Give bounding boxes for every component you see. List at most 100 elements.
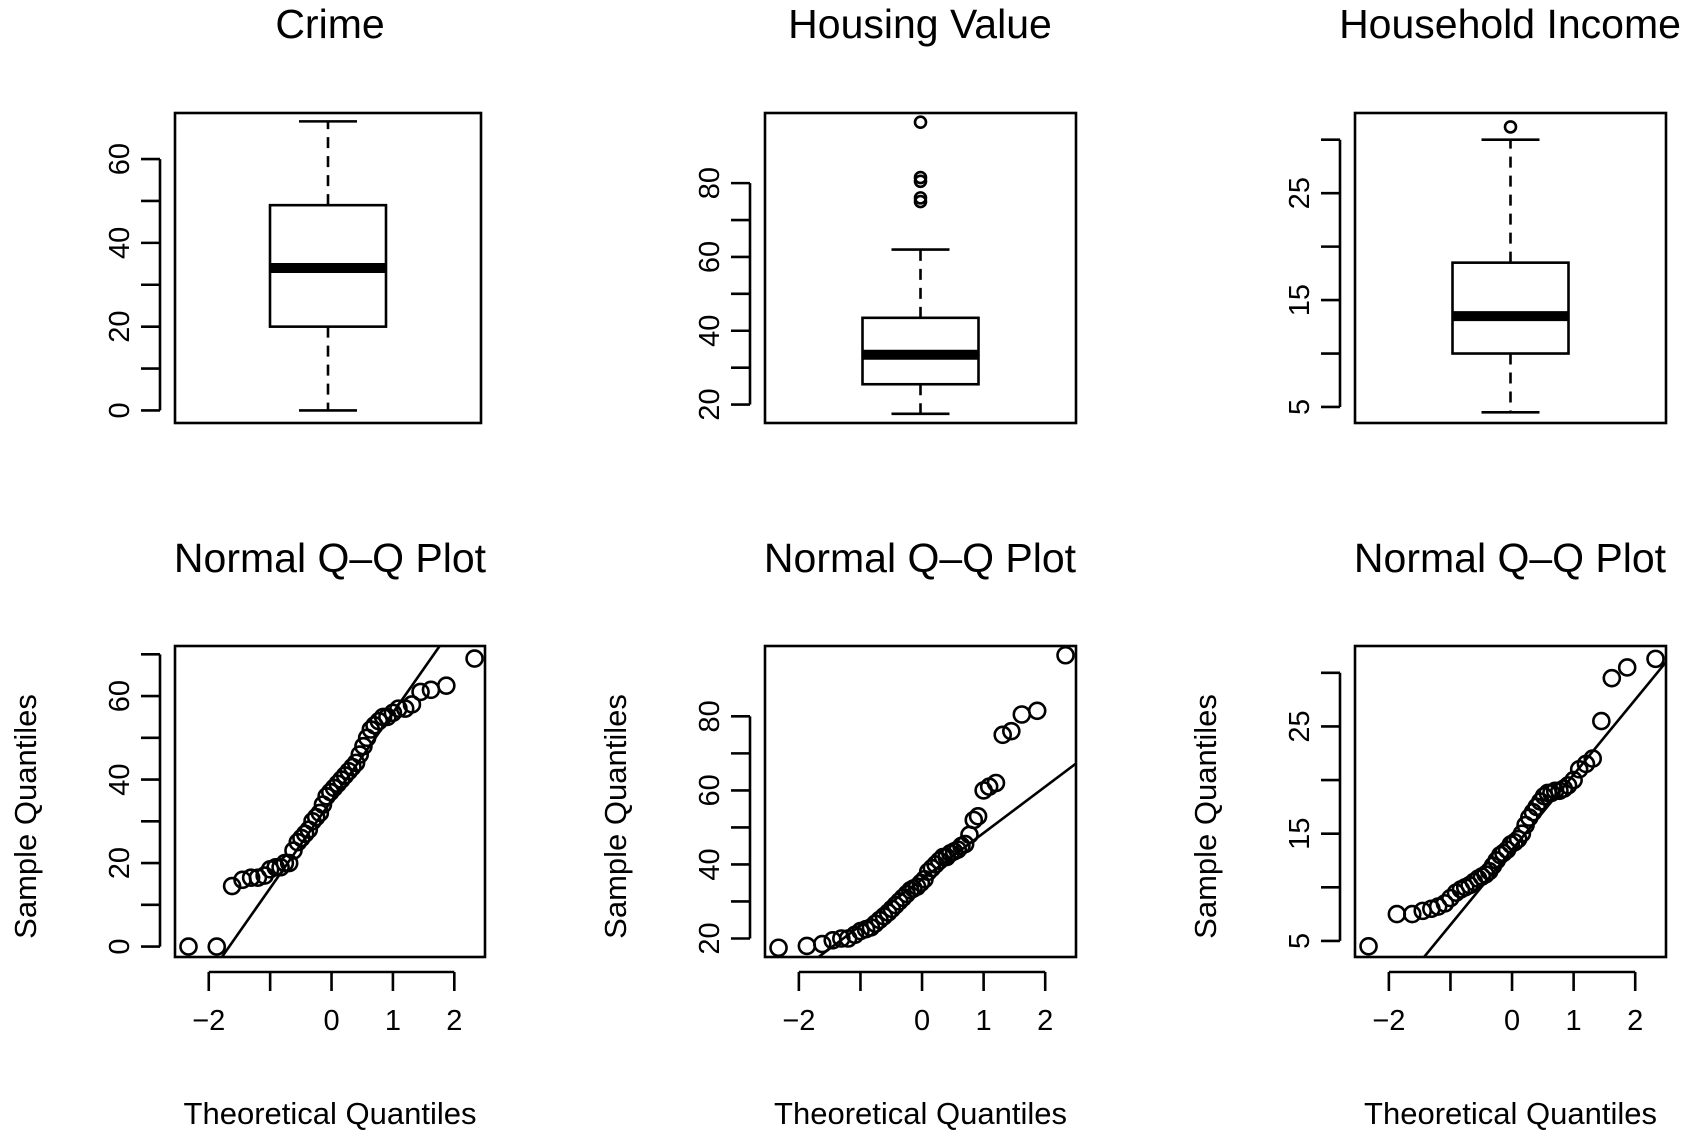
qq-point [1359,936,1378,956]
y-tick-label: 20 [104,311,136,343]
qq-point [964,810,984,830]
qq-point [1002,721,1021,741]
qq-point [346,753,366,773]
qq-point [797,936,817,956]
y-tick-label: 20 [694,922,726,954]
x-tick-label: −2 [782,1005,815,1037]
y-axis-title: Sample Quantiles [598,694,633,939]
qq-point [832,929,851,948]
x-axis-title: Theoretical Quantiles [184,1096,477,1131]
y-tick-label: 40 [694,315,726,347]
y-tick-label: 15 [1284,818,1316,850]
qq-point [271,857,290,877]
household-income-qq-plot-panel: Normal Q–Q Plot 5 15 25 −2 0 1 2 Theoretical Qua… [1188,535,1668,1131]
x-tick-label: 1 [1566,1005,1582,1037]
iqr-box [1451,261,1570,355]
qq-point [1027,701,1047,721]
qq-point [207,937,227,956]
y-tick-label: 60 [694,774,726,806]
x-tick-label: 1 [976,1005,992,1037]
qq-point [1402,904,1422,924]
qq-point [1387,904,1407,924]
y-tick-label: 5 [1284,399,1316,415]
panel-title: Household Income [1339,1,1681,47]
y-tick-label: 25 [1284,710,1316,742]
qq-point [1012,705,1032,724]
x-tick-label: −2 [1372,1005,1405,1037]
y-tick-label: 20 [694,388,726,420]
qq-point [350,745,370,764]
qq-point [1592,711,1611,731]
qq-point [241,868,261,887]
household-income-boxplot-panel: Household Income 5 15 25 [1284,1,1681,425]
qq-point [1602,668,1622,688]
y-tick-label: 20 [104,847,136,879]
outlier-point [1503,120,1518,134]
qq-point [968,807,988,826]
y-tick-label: 15 [1284,284,1316,316]
qq-point [993,725,1013,745]
x-tick-label: 0 [1504,1005,1520,1037]
y-tick-label: 60 [104,143,136,175]
housing-value-boxplot-panel: Housing Value 20 40 60 80 [694,1,1078,425]
qq-point [1564,770,1583,790]
qq-point [1646,649,1665,669]
housing-value-qq-plot-panel: Normal Q–Q Plot 20 40 60 80 −2 0 1 2 Theoretical … [598,535,1078,1131]
qq-point [1056,645,1075,665]
qq-point [279,853,299,873]
qq-point [986,773,1006,793]
plot-frame [763,111,1078,425]
x-tick-label: 1 [385,1005,401,1037]
y-axis-title: Sample Quantiles [8,694,43,939]
qq-point [310,803,330,823]
x-tick-label: 0 [323,1005,339,1037]
qq-point [1435,894,1455,913]
crime-boxplot-panel: Crime 0 20 40 60 [104,1,483,425]
qq-point [769,938,788,958]
panel-title: Crime [275,1,384,47]
y-tick-label: 60 [104,680,136,712]
outlier-point [913,191,928,205]
qq-point [222,876,242,896]
qq-point [179,937,198,956]
x-tick-label: 2 [1037,1005,1053,1037]
panel-title: Normal Q–Q Plot [764,535,1077,581]
y-tick-label: 0 [104,938,136,954]
panel-title: Housing Value [788,1,1052,47]
qq-point [1558,776,1578,795]
y-tick-label: 80 [694,700,726,732]
y-tick-label: 0 [104,402,136,418]
qq-point [1512,824,1532,843]
plot-frame [1353,111,1668,425]
plot-frame [173,644,487,959]
qq-point [411,682,430,702]
qq-point [369,711,389,731]
x-axis-title: Theoretical Quantiles [1364,1096,1657,1131]
plot-frame [763,644,1078,959]
outlier-point [913,170,928,185]
x-tick-label: 0 [914,1005,930,1037]
y-tick-label: 60 [694,241,726,273]
qq-point [402,695,422,714]
x-tick-label: 2 [446,1005,462,1037]
qq-point [465,649,484,668]
panel-title: Normal Q–Q Plot [1354,535,1667,581]
y-axis-title: Sample Quantiles [1188,694,1223,939]
y-tick-label: 80 [694,167,726,199]
qq-point [354,736,373,756]
y-tick-label: 40 [694,848,726,880]
y-tick-label: 25 [1284,177,1316,209]
x-tick-label: 2 [1627,1005,1643,1037]
crime-qq-plot-panel: Normal Q–Q Plot 0 20 40 60 −2 0 1 2 Theoretical Q… [8,535,487,1131]
x-axis-title: Theoretical Quantiles [774,1096,1067,1131]
qq-point [1617,658,1637,677]
plot-frame [173,111,483,425]
y-tick-label: 40 [104,227,136,259]
plot-frame [1353,644,1668,959]
qq-point [1583,749,1603,768]
qq-point [437,676,456,695]
qq-point [421,680,441,700]
qq-point [812,934,832,954]
panel-title: Normal Q–Q Plot [174,535,487,581]
